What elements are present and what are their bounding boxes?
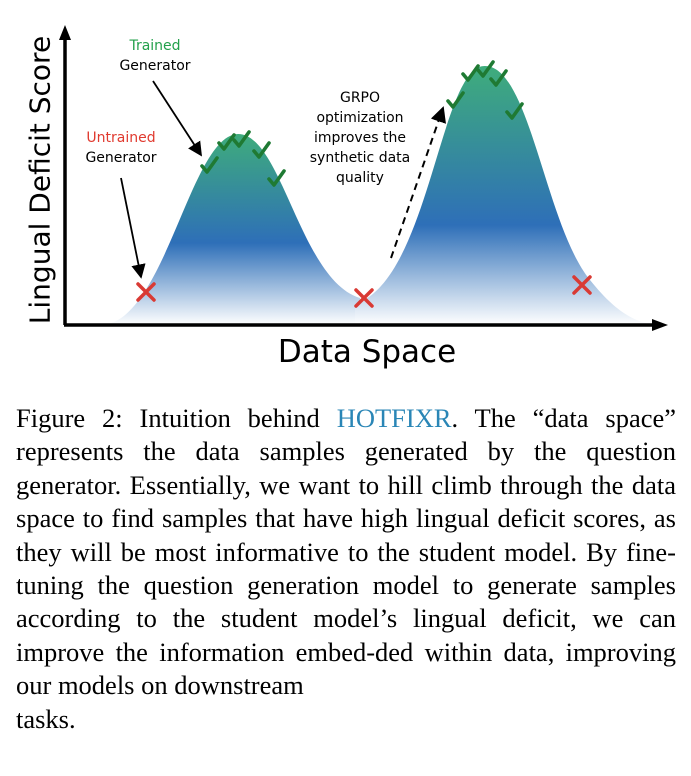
check-icon	[461, 64, 480, 82]
trained-generator-word: Generator	[119, 58, 191, 74]
figure-intuition-diagram: Lingual Deficit Score Data Space Trained…	[0, 0, 691, 380]
check-icon	[446, 91, 465, 109]
caption-body: . The “data space” represents the data s…	[16, 403, 676, 701]
untrained-pointer-arrow	[120, 177, 146, 279]
check-icon	[505, 102, 524, 120]
y-axis-label: Lingual Deficit Score	[23, 35, 57, 325]
untrained-generator-label: Untrained Generator	[66, 128, 176, 168]
check-icon	[476, 60, 495, 78]
trained-word: Trained	[129, 38, 181, 54]
trained-pointer-arrow	[152, 80, 202, 157]
diagram-canvas	[59, 25, 668, 331]
cross-icon	[354, 288, 374, 308]
grpo-line: GRPO	[339, 90, 381, 106]
caption-last-line: tasks.	[16, 703, 76, 734]
grpo-line: improves the	[313, 130, 407, 146]
grpo-dashed-arrow	[390, 106, 446, 259]
untrained-word: Untrained	[86, 130, 156, 146]
figure-caption: Figure 2: Intuition behind HOTFIXR. The …	[16, 402, 676, 736]
caption-hotfixr-name: HOTFIXR	[336, 403, 452, 433]
cross-icon	[572, 275, 592, 295]
left-hill-curve	[100, 134, 360, 325]
check-icon	[489, 69, 508, 87]
y-axis-arrow	[59, 25, 71, 40]
caption-prefix: Figure 2: Intuition behind	[16, 403, 337, 433]
grpo-line: quality	[336, 170, 384, 186]
x-axis-arrow	[652, 319, 668, 331]
check-icon	[232, 130, 251, 148]
check-icon	[200, 156, 219, 174]
check-icons-left	[200, 130, 286, 187]
check-icons-right	[446, 60, 524, 120]
trained-generator-label: Trained Generator	[100, 36, 210, 76]
grpo-annotation: GRPO optimization improves the synthetic…	[290, 88, 430, 188]
check-icon	[252, 141, 271, 159]
check-icon	[217, 133, 236, 151]
grpo-line: optimization	[316, 110, 404, 126]
x-axis-label: Data Space	[277, 334, 457, 370]
cross-icon	[136, 282, 156, 302]
untrained-generator-word: Generator	[85, 150, 157, 166]
right-hill-curve	[355, 65, 655, 325]
check-icon	[267, 169, 286, 187]
grpo-line: synthetic data	[309, 150, 411, 166]
